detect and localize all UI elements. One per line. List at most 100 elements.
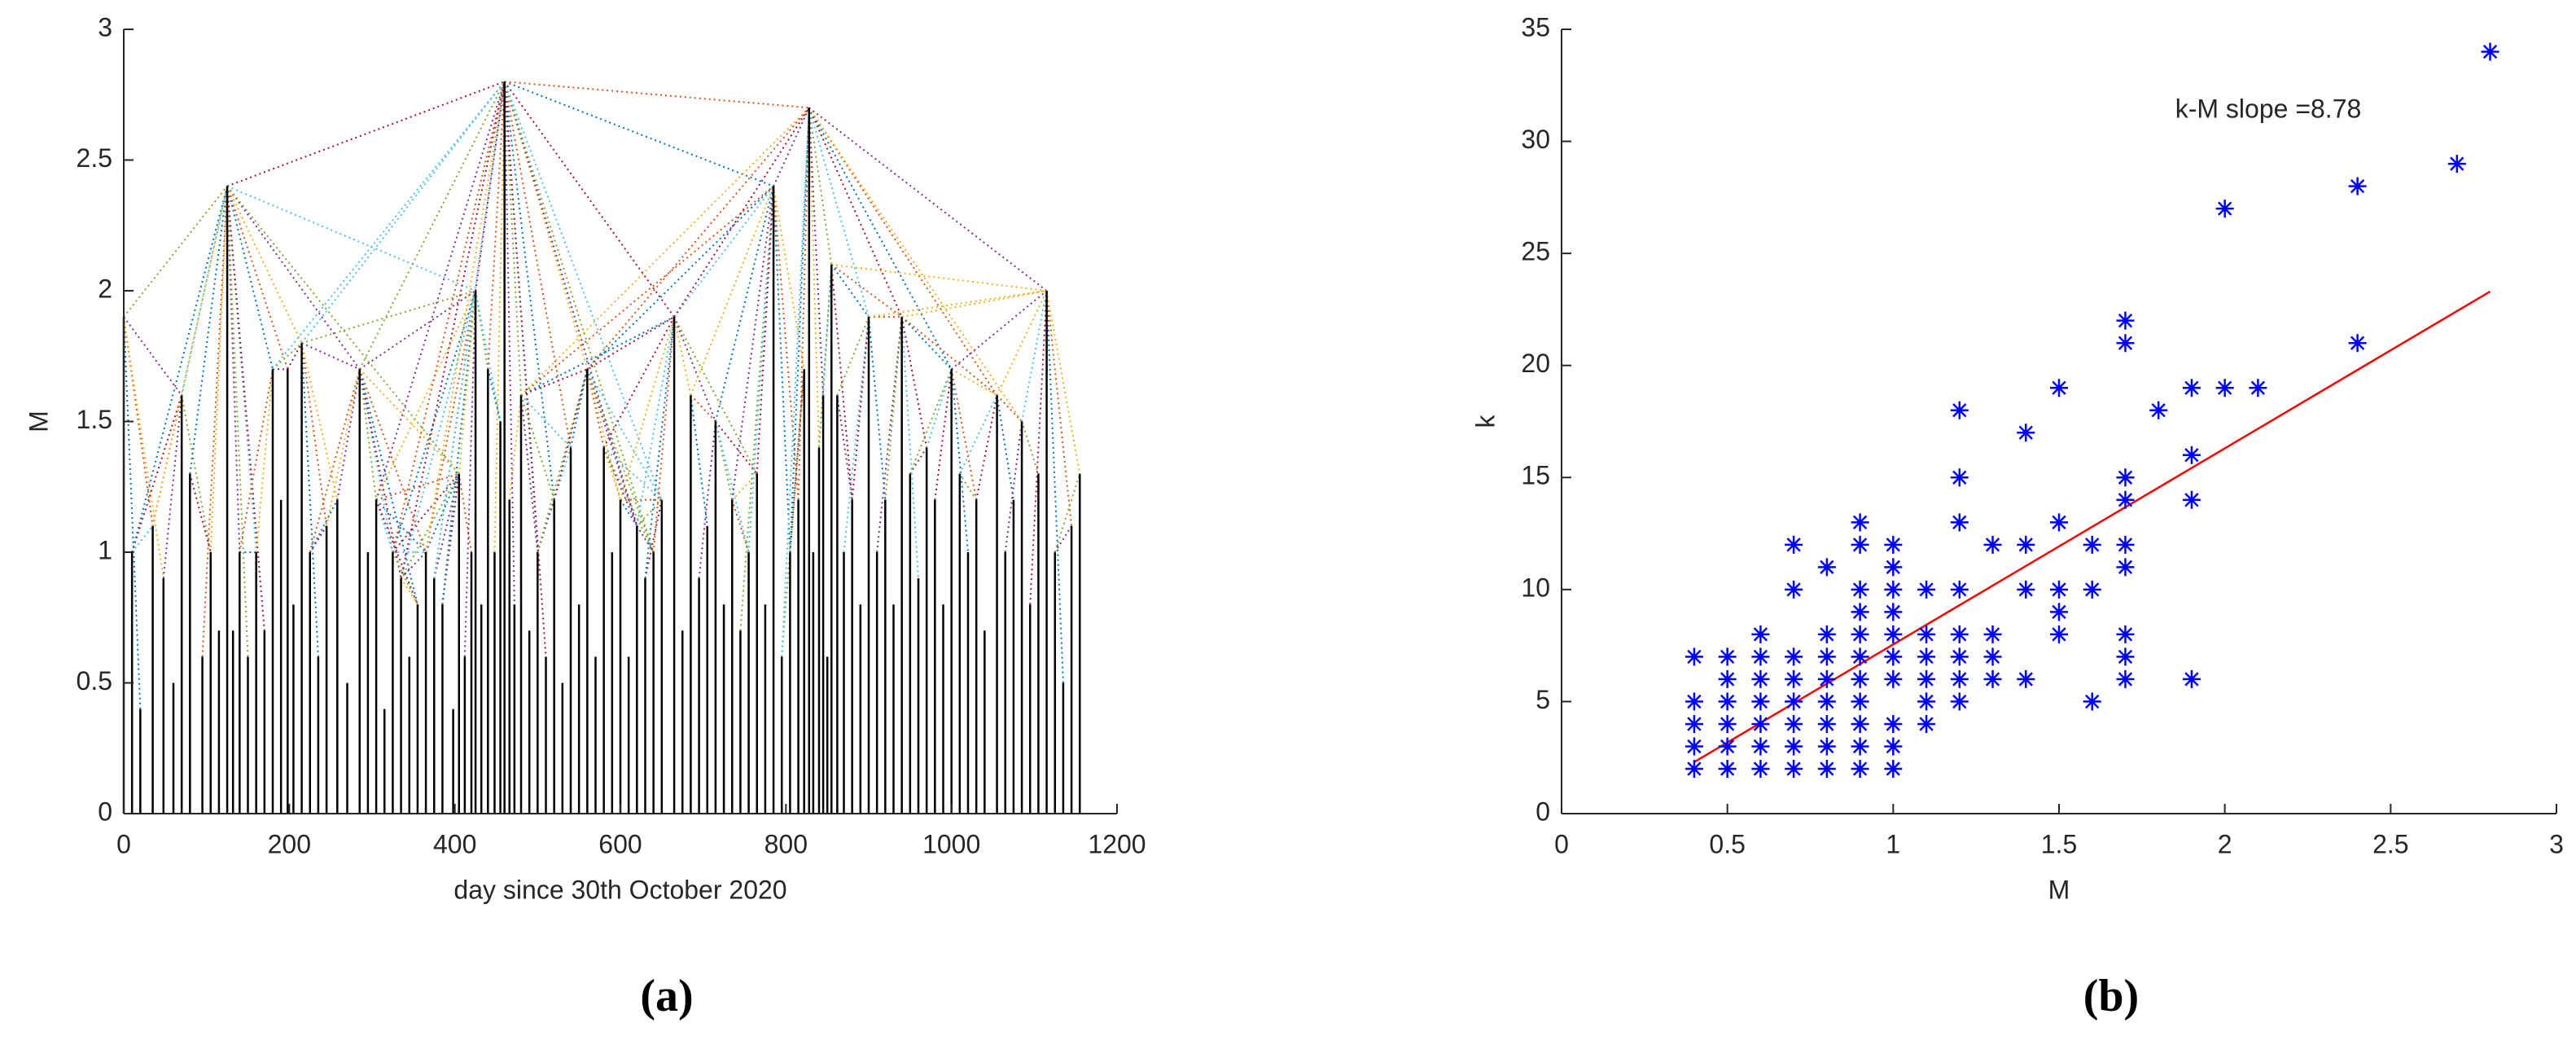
point — [2348, 177, 2367, 195]
visibility-edge — [739, 186, 775, 631]
point — [1884, 535, 1903, 554]
visibility-edge — [652, 317, 676, 553]
visibility-edge — [1021, 421, 1040, 475]
visibility-edge — [1045, 290, 1073, 527]
point — [1684, 714, 1703, 733]
visibility-edge — [181, 186, 229, 396]
visibility-edge — [868, 290, 1047, 318]
visibility-edge — [441, 290, 477, 605]
visibility-edge — [487, 81, 506, 370]
point — [2017, 424, 2035, 442]
visibility-edge — [359, 290, 476, 371]
x-tick-label: 1.5 — [2041, 829, 2077, 858]
visibility-edge — [458, 290, 477, 474]
chart: k-M slope =8.780 0.5 1 1.5 2 2.5 3051015202530… — [1470, 12, 2563, 1020]
visibility-edge — [586, 316, 675, 371]
visibility-edge — [690, 394, 716, 423]
y-tick-label: 10 — [1521, 573, 1550, 602]
x-tick-label: 2.5 — [2372, 829, 2408, 858]
point — [2116, 647, 2135, 666]
y-tick-label: 2.5 — [77, 143, 112, 173]
visibility-edge — [301, 342, 361, 371]
visibility-edge — [731, 499, 750, 553]
annotation: k-M slope =8.78 — [2175, 94, 2362, 123]
point — [1917, 580, 1936, 599]
visibility-edge — [900, 316, 928, 448]
visibility-edge — [239, 369, 274, 553]
visibility-edge — [226, 186, 361, 370]
point — [1851, 759, 1869, 778]
visibility-edge — [1021, 290, 1048, 422]
visibility-edge — [586, 368, 638, 527]
point — [1817, 737, 1836, 756]
point — [1950, 468, 1969, 487]
point — [1684, 759, 1703, 778]
point — [2083, 692, 2101, 711]
point — [1684, 692, 1703, 711]
visibility-edge — [226, 186, 303, 344]
visibility-edge — [781, 108, 810, 657]
point — [1718, 647, 1737, 666]
point — [1785, 535, 1803, 554]
visibility-edge — [301, 290, 476, 345]
visibility-edge — [503, 81, 522, 396]
x-axis-label: day since 30th October 2020 — [453, 875, 786, 904]
point — [1817, 759, 1836, 778]
visibility-edge — [1045, 290, 1064, 683]
point — [2215, 379, 2234, 397]
x-tick-label: 2 — [2218, 829, 2232, 858]
visibility-edge — [950, 369, 969, 553]
point — [1884, 580, 1903, 599]
point — [1817, 692, 1836, 711]
point — [1751, 714, 1770, 733]
point — [1983, 669, 2002, 688]
y-tick-label: 1.5 — [77, 405, 112, 434]
visibility-edge — [400, 551, 427, 579]
fit-line — [1693, 290, 2491, 763]
visibility-edge — [951, 290, 1048, 371]
point — [2481, 42, 2499, 61]
visibility-edge — [553, 447, 572, 501]
visibility-edge — [731, 186, 775, 500]
y-tick-label: 35 — [1521, 12, 1550, 42]
point — [1884, 558, 1903, 577]
x-tick-label: 600 — [598, 829, 642, 858]
point — [1950, 625, 1969, 643]
point — [2116, 625, 2135, 643]
visibility-edge — [508, 395, 522, 500]
visibility-edge — [400, 577, 418, 605]
point — [1884, 759, 1903, 778]
point — [1851, 647, 1869, 666]
visibility-edge — [644, 499, 663, 579]
visibility-edge — [644, 316, 676, 579]
point — [1817, 714, 1836, 733]
visibility-edge — [808, 108, 870, 318]
visibility-edge — [797, 108, 810, 500]
visibility-edge — [400, 473, 460, 579]
point — [2116, 334, 2135, 353]
point — [2116, 468, 2135, 487]
visibility-edge — [836, 395, 853, 500]
visibility-edge — [475, 290, 489, 370]
visibility-edge — [586, 368, 663, 501]
visibility-edge — [950, 369, 978, 500]
point — [2182, 379, 2201, 397]
y-tick-label: 25 — [1521, 237, 1550, 266]
point — [1983, 647, 2002, 666]
point — [1950, 647, 1969, 666]
visibility-edge — [773, 186, 791, 553]
point — [1684, 647, 1703, 666]
x-tick-label: 200 — [268, 829, 311, 858]
visibility-edge — [503, 81, 547, 657]
visibility-edge — [300, 343, 319, 657]
visibility-edge — [714, 421, 734, 501]
point — [1851, 692, 1869, 711]
point — [1751, 737, 1770, 756]
point — [2017, 580, 2035, 599]
visibility-edge — [162, 395, 183, 579]
y-tick-label: 0 — [1536, 797, 1550, 826]
visibility-edge — [876, 316, 903, 553]
visibility-edge — [181, 395, 212, 553]
point — [2050, 513, 2068, 532]
visibility-edge — [808, 108, 833, 266]
